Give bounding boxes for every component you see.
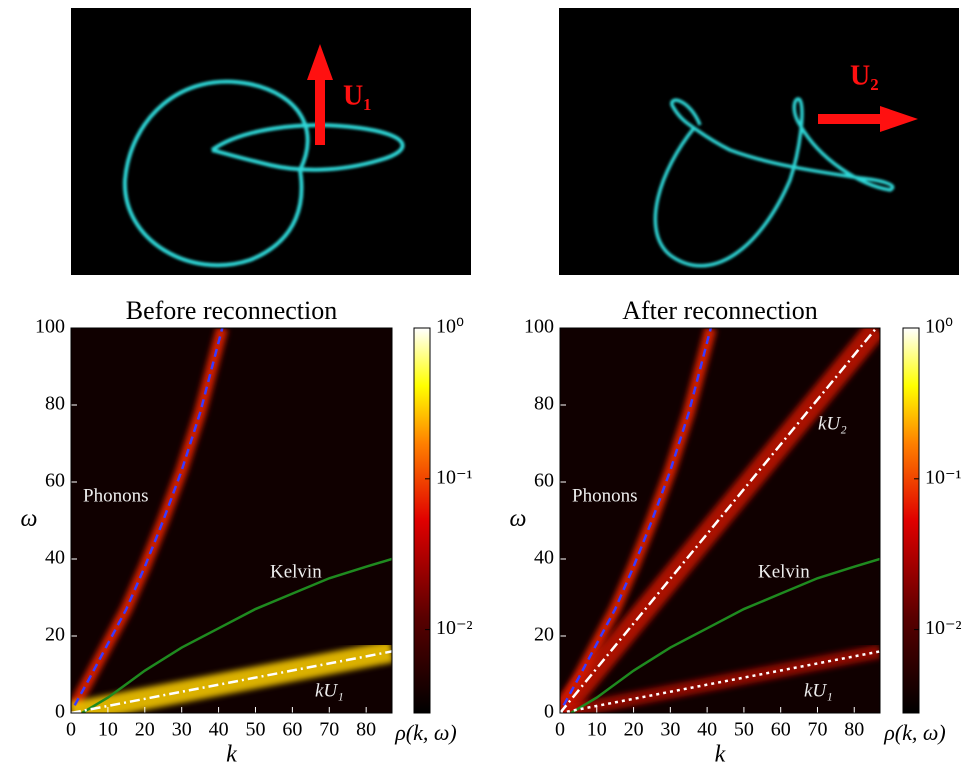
vortex-image: U₂ bbox=[559, 8, 959, 275]
y-tick-label: 40 bbox=[45, 547, 65, 569]
y-tick-label: 40 bbox=[534, 547, 554, 569]
colorbar-tick-label: 10⁰ bbox=[436, 316, 464, 338]
x-tick-label: 0 bbox=[555, 719, 565, 741]
colorbar bbox=[902, 327, 920, 714]
x-tick-label: 20 bbox=[135, 719, 155, 741]
series-line bbox=[562, 328, 713, 706]
series-line bbox=[570, 557, 880, 713]
y-tick-label: 60 bbox=[534, 470, 554, 492]
series-label: Kelvin bbox=[758, 561, 810, 582]
series-label: kU₁ bbox=[804, 680, 833, 701]
colorbar bbox=[413, 327, 431, 714]
y-tick-label: 20 bbox=[534, 624, 554, 646]
plot-frame bbox=[559, 327, 881, 714]
x-tick-label: 70 bbox=[319, 719, 339, 741]
x-tick-label: 60 bbox=[771, 719, 791, 741]
x-tick-label: 30 bbox=[660, 719, 680, 741]
x-tick-label: 80 bbox=[356, 719, 376, 741]
chart-title: Before reconnection bbox=[126, 296, 338, 325]
y-tick-label: 100 bbox=[35, 316, 65, 338]
x-tick-label: 0 bbox=[66, 719, 76, 741]
y-tick-label: 0 bbox=[55, 701, 65, 723]
x-tick-label: 40 bbox=[209, 719, 229, 741]
x-tick-label: 10 bbox=[587, 719, 607, 741]
x-axis-label: k bbox=[226, 742, 237, 766]
series-line bbox=[560, 328, 878, 713]
series-label: Kelvin bbox=[270, 561, 322, 582]
y-tick-label: 80 bbox=[534, 393, 554, 415]
y-tick-label: 60 bbox=[45, 470, 65, 492]
x-tick-label: 50 bbox=[245, 719, 265, 741]
x-tick-label: 50 bbox=[734, 719, 754, 741]
colorbar-tick-label: 10⁻¹ bbox=[925, 466, 962, 488]
x-tick-label: 60 bbox=[282, 719, 302, 741]
y-tick-label: 100 bbox=[524, 316, 554, 338]
series-label: kU₂ bbox=[818, 413, 847, 434]
series-line bbox=[81, 557, 392, 713]
y-tick-label: 0 bbox=[544, 701, 554, 723]
colorbar-label: ρ(k, ω) bbox=[394, 720, 457, 745]
series-label: Phonons bbox=[83, 485, 148, 506]
y-axis-label: ω bbox=[21, 506, 38, 532]
colorbar-tick-label: 10⁻² bbox=[925, 617, 962, 639]
plot-frame bbox=[70, 327, 393, 714]
colorbar-tick-label: 10⁰ bbox=[925, 316, 953, 338]
series-label: kU₁ bbox=[315, 680, 344, 701]
x-tick-label: 80 bbox=[844, 719, 864, 741]
x-tick-label: 30 bbox=[172, 719, 192, 741]
velocity-label: U₂ bbox=[850, 60, 879, 91]
y-tick-label: 20 bbox=[45, 624, 65, 646]
plot-area bbox=[71, 328, 392, 713]
series-line bbox=[560, 650, 880, 713]
y-axis-label: ω bbox=[510, 506, 527, 532]
x-tick-label: 20 bbox=[624, 719, 644, 741]
colorbar-tick-label: 10⁻² bbox=[436, 617, 473, 639]
series-label: Phonons bbox=[572, 485, 637, 506]
x-tick-label: 40 bbox=[697, 719, 717, 741]
x-axis-label: k bbox=[715, 742, 726, 766]
velocity-label: U₁ bbox=[343, 80, 372, 111]
colorbar-label: ρ(k, ω) bbox=[883, 720, 946, 745]
x-tick-label: 70 bbox=[807, 719, 827, 741]
vortex-image: U₁ bbox=[71, 8, 471, 275]
series-line bbox=[73, 328, 224, 706]
series-line bbox=[71, 650, 392, 713]
y-tick-label: 80 bbox=[45, 393, 65, 415]
colorbar-tick-label: 10⁻¹ bbox=[436, 466, 473, 488]
x-tick-label: 10 bbox=[98, 719, 118, 741]
chart-title: After reconnection bbox=[622, 296, 818, 325]
